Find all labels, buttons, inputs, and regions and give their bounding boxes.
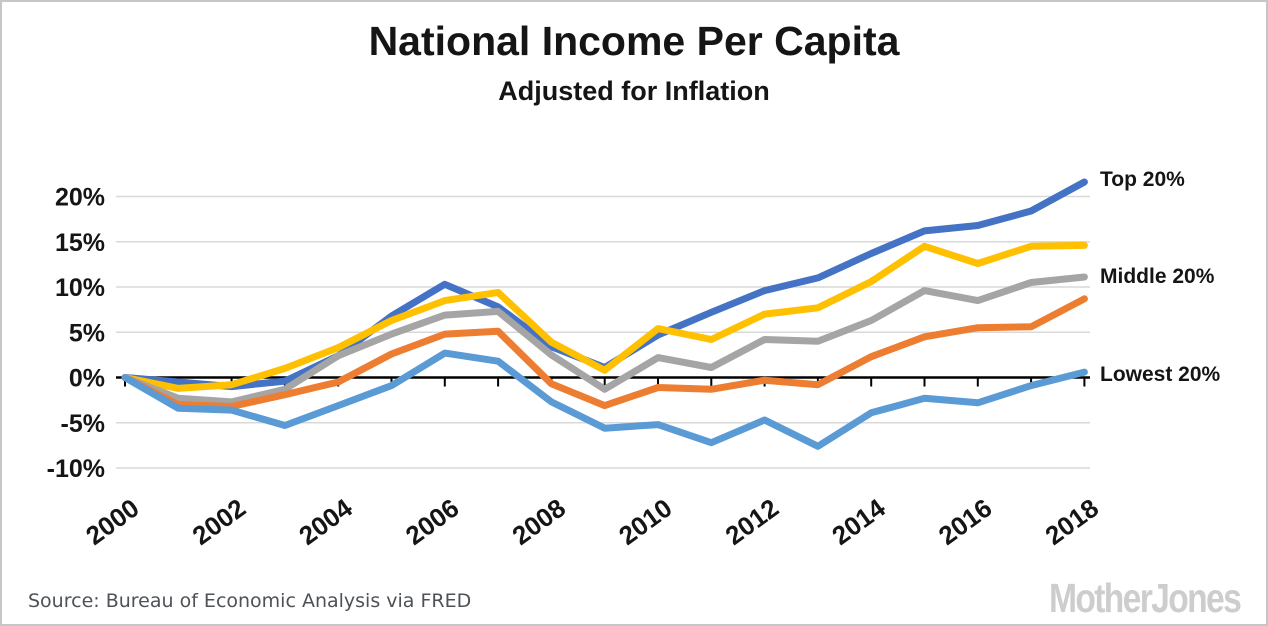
y-axis-label: 10% — [55, 274, 105, 302]
mother-jones-logo: MotherJones — [1048, 575, 1242, 621]
x-axis-label: 2006 — [400, 493, 464, 551]
x-axis-label: 2010 — [613, 493, 677, 551]
series-line-4 — [121, 349, 1088, 450]
x-axis-label: 2016 — [933, 493, 997, 551]
chart-subtitle: Adjusted for Inflation — [498, 76, 770, 106]
series-line-3 — [121, 295, 1088, 410]
series-line-1 — [121, 241, 1088, 392]
x-axis-label: 2008 — [506, 493, 570, 551]
x-axis-label: 2012 — [720, 493, 784, 551]
y-axis-label: -10% — [47, 455, 105, 483]
x-axis-label: 2002 — [187, 493, 251, 551]
x-axis-label: 2004 — [293, 492, 358, 551]
y-axis-label: 0% — [69, 365, 105, 393]
series-label-middle-20: Middle 20% — [1100, 265, 1215, 288]
x-axis-label: 2000 — [80, 493, 144, 551]
series-line-0 — [121, 178, 1088, 391]
source-note: Source: Bureau of Economic Analysis via … — [28, 590, 472, 612]
x-axis-label: 2018 — [1039, 493, 1103, 551]
series-label-top-20: Top 20% — [1100, 168, 1185, 191]
chart-title: National Income Per Capita — [368, 18, 900, 64]
series-label-lowest-20: Lowest 20% — [1100, 363, 1221, 386]
series-line-2 — [121, 273, 1088, 406]
y-axis-label: -5% — [61, 410, 105, 438]
y-axis-label: 5% — [69, 319, 105, 347]
x-axis-label: 2014 — [826, 492, 891, 551]
y-axis-label: 15% — [55, 229, 105, 257]
y-axis-label: 20% — [55, 184, 105, 212]
